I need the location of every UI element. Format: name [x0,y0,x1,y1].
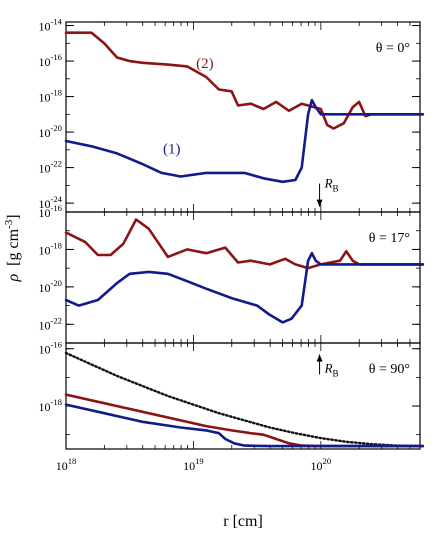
y-tick-label-0-3-exp: -20 [51,123,63,133]
y-axis-label-units: [g cm [5,228,22,265]
y-tick-label-2-0-exp: -16 [51,340,63,350]
y-tick-label-1-0-exp: -16 [51,203,63,213]
y-minor-ticks-1 [66,211,420,344]
y-tick-label-1-1-exp: -18 [51,240,63,250]
panel-frame-1 [65,211,421,344]
rb-label-main: R [324,360,333,375]
theta-label-1: θ = 17° [369,231,410,246]
theta-label-0: θ = 0° [376,41,410,56]
y-tick-label-1-0-base: 10 [39,206,51,220]
y-minor-ticks-2 [66,348,420,436]
rb-label-2: RB [324,360,339,378]
y-axis-label: ρ [g cm-3] [3,214,22,282]
y-tick-label-1-2-base: 10 [39,281,51,295]
y-tick-label-2-1: 10-18 [39,397,63,414]
y-axis-label-rho: ρ [5,274,22,283]
y-tick-label-1-1: 10-18 [39,240,63,257]
y-tick-label-2-1-exp: -18 [51,397,63,407]
y-tick-label-0-4-exp: -22 [51,159,63,169]
x-tick-label-2: 1020 [311,456,332,473]
y-tick-label-0-5-base: 10 [39,197,51,211]
y-tick-label-0-4-base: 10 [39,162,51,176]
series-line-2-0 [64,351,424,448]
y-tick-label-0-5: 10-24 [39,194,63,211]
y-tick-label-2-1-base: 10 [39,400,51,414]
y-tick-label-0-3-base: 10 [39,126,51,140]
series-line-1-1 [64,251,425,324]
x-tick-label-2-exp: 20 [323,456,332,466]
rb-label-sub: B [333,184,339,194]
x-tick-label-2-base: 10 [311,459,323,473]
x-tick-label-0-base: 10 [56,459,68,473]
y-tick-label-1-3-base: 10 [39,318,51,332]
rb-arrow-head-0 [316,199,323,207]
rb-arrow-head-2 [316,354,323,362]
x-tick-label-1-base: 10 [183,459,195,473]
y-tick-label-2-0-base: 10 [39,343,51,357]
y-tick-label-0-0-exp: -14 [51,17,63,27]
series-line-0-1 [64,98,425,184]
x-axis-label: r [cm] [223,513,263,530]
y-tick-label-1-1-base: 10 [39,243,51,257]
x-tick-label-1-exp: 19 [195,456,204,466]
x-tick-label-0: 1018 [56,456,77,473]
y-tick-label-2-0: 10-16 [39,340,63,357]
theta-label-2: θ = 90° [369,362,410,377]
y-tick-label-1-3-exp: -22 [51,315,63,325]
y-axis-label-exp: -3 [3,219,15,229]
x-tick-label-0-exp: 18 [68,456,77,466]
y-axis-label-close: ] [5,214,22,219]
y-tick-label-0-0: 10-14 [39,17,63,34]
rb-label-0: RB [324,176,339,194]
series-line-1-0 [64,218,425,270]
y-tick-label-0-3: 10-20 [39,123,63,140]
series-annotation-0-1: (1) [163,141,181,157]
x-ticks-1 [65,212,421,343]
y-tick-label-0-2-base: 10 [39,91,51,105]
y-tick-label-0-2-exp: -18 [51,88,63,98]
y-tick-label-0-4: 10-22 [39,159,63,176]
y-tick-label-0-1-base: 10 [39,55,51,69]
y-tick-label-0-1: 10-16 [39,52,63,69]
y-tick-label-0-1-exp: -16 [51,52,63,62]
y-tick-label-1-2: 10-20 [39,278,63,295]
panel-frame-2 [65,342,421,450]
y-tick-label-1-0: 10-16 [39,203,63,220]
y-tick-label-1-2-exp: -20 [51,278,63,288]
y-tick-label-0-5-exp: -24 [51,194,63,204]
y-tick-label-1-3: 10-22 [39,315,63,332]
series-line-2-2 [64,403,425,448]
y-tick-label-0-2: 10-18 [39,88,63,105]
x-tick-label-1: 1019 [183,456,204,473]
series-annotation-0-0: (2) [196,56,214,72]
y-tick-label-0-0-base: 10 [39,20,51,34]
rb-label-sub: B [333,368,339,378]
x-ticks-0 [65,22,421,212]
series-line-0-0 [64,31,425,130]
rb-label-main: R [324,176,333,191]
